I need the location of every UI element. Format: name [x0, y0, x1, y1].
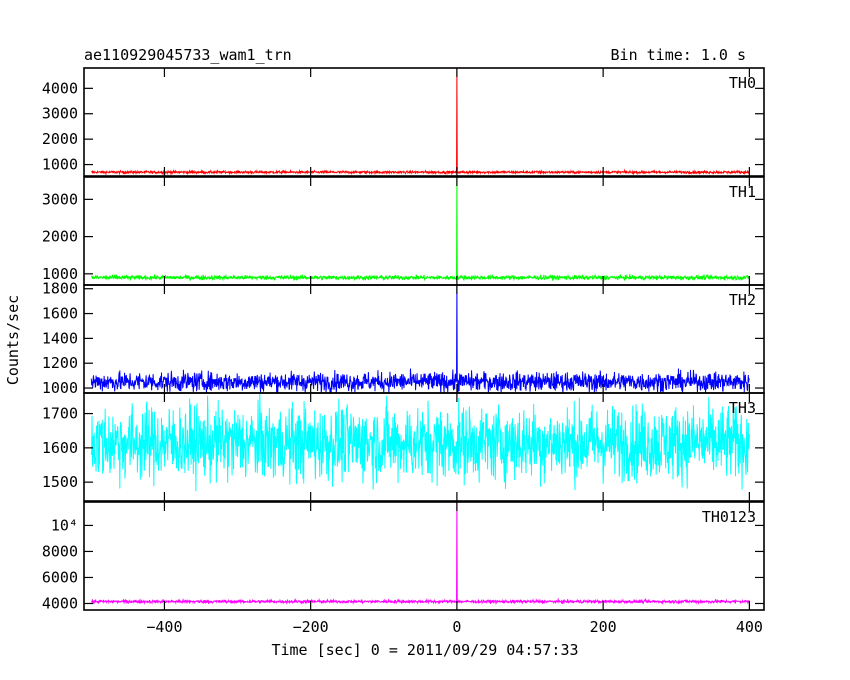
x-tick-label: −400 — [146, 618, 182, 636]
y-tick-label: 1000 — [42, 379, 78, 397]
series-label-th2: TH2 — [729, 291, 756, 309]
panel-th2: 1000 1200 1400 1600 1800 TH2 — [42, 280, 765, 397]
series-line-th0123 — [91, 501, 750, 606]
y-tick-label: 1400 — [42, 329, 78, 347]
y-tick-label: 1600 — [42, 305, 78, 323]
x-tick-label: 400 — [736, 618, 763, 636]
panel-frame — [83, 67, 765, 177]
series-label-th1: TH1 — [729, 183, 756, 201]
y-tick-label: 1700 — [42, 405, 78, 423]
series-label-th3: TH3 — [729, 399, 756, 417]
y-tick-label: 10⁴ — [51, 516, 78, 534]
y-axis-label: Counts/sec — [4, 295, 22, 385]
panel-frame — [83, 176, 765, 286]
series-line-th0 — [91, 67, 750, 176]
y-tick-label: 1200 — [42, 354, 78, 372]
y-tick-label: 2000 — [42, 130, 78, 148]
x-tick-label: 200 — [590, 618, 617, 636]
x-tick-label: 0 — [452, 618, 461, 636]
y-tick-label: 4000 — [42, 79, 78, 97]
y-tick-label: 1800 — [42, 280, 78, 298]
series-line-th1 — [90, 176, 750, 282]
series-label-th0: TH0 — [729, 74, 756, 92]
x-tick-label: −200 — [293, 618, 329, 636]
y-tick-label: 3000 — [42, 105, 78, 123]
y-tick-label: 1600 — [42, 439, 78, 457]
y-tick-label: 1000 — [42, 156, 78, 174]
panel-th0: 1000 2000 3000 4000 TH0 — [42, 67, 765, 177]
y-tick-label: 8000 — [42, 542, 78, 560]
chart-title: ae110929045733_wam1_trn — [84, 46, 292, 64]
bin-time-label: Bin time: 1.0 s — [611, 46, 746, 64]
panel-frame — [83, 392, 765, 502]
series-line-th2 — [90, 284, 750, 394]
panel-th3: 1500 1600 1700 TH3 — [42, 392, 765, 502]
y-tick-label: 1500 — [42, 473, 78, 491]
x-axis-label: Time [sec] 0 = 2011/09/29 04:57:33 — [271, 641, 578, 659]
y-tick-label: 1000 — [42, 265, 78, 283]
y-tick-label: 3000 — [42, 190, 78, 208]
y-tick-label: 6000 — [42, 568, 78, 586]
y-tick-label: 2000 — [42, 228, 78, 246]
series-label-th0123: TH0123 — [702, 508, 756, 526]
panel-frame — [83, 501, 765, 611]
panel-th0123: 4000 6000 8000 10⁴ TH0123 — [42, 501, 765, 612]
panel-th1: 1000 2000 3000 TH1 — [42, 176, 765, 286]
y-tick-label: 4000 — [42, 594, 78, 612]
series-line-th3 — [90, 392, 750, 492]
